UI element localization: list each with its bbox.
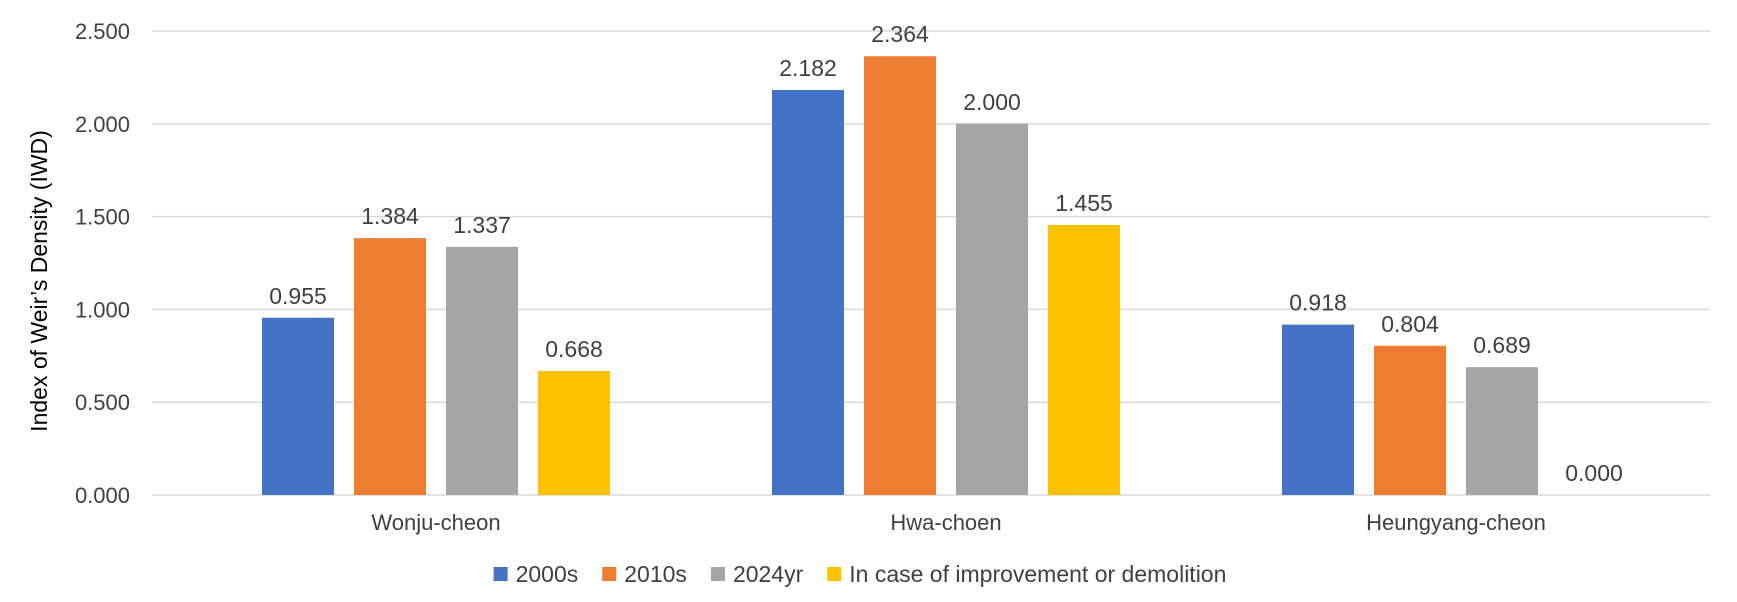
bar-in-case-of-improvement-or-demolition-hwa-choen xyxy=(1048,224,1120,495)
data-labels: 0.955 1.384 1.337 0.668 2.182 2.364 2.000 1.455… xyxy=(269,21,1623,486)
legend-label: 2000s xyxy=(516,561,579,587)
y-tick-label: 0.500 xyxy=(75,390,130,415)
data-label: 0.804 xyxy=(1381,311,1439,337)
x-category-label: Hwa-choen xyxy=(890,510,1001,535)
bar-2010s-hwa-choen xyxy=(864,56,936,495)
legend-label: In case of improvement or demolition xyxy=(849,561,1226,587)
bar-in-case-of-improvement-or-demolition-wonju-cheon xyxy=(538,371,610,495)
data-label: 0.668 xyxy=(545,336,603,362)
bar-2024yr-wonju-cheon xyxy=(446,246,518,495)
legend-item-2000s: 2000s xyxy=(493,561,579,587)
bar-2010s-wonju-cheon xyxy=(354,238,426,496)
data-label: 2.000 xyxy=(963,89,1021,115)
legend-item-2010s: 2010s xyxy=(602,561,687,587)
legend-swatch xyxy=(710,567,725,581)
y-tick-label: 2.500 xyxy=(75,19,130,44)
x-category-label: Wonju-cheon xyxy=(371,510,500,535)
bar-2024yr-heungyang-cheon xyxy=(1466,367,1538,495)
y-tick-label: 2.000 xyxy=(75,112,130,137)
legend-label: 2024yr xyxy=(733,561,804,587)
data-label: 1.384 xyxy=(361,203,419,229)
data-label: 0.955 xyxy=(269,283,327,309)
x-axis-categories: Wonju-cheon Hwa-choen Heungyang-cheon xyxy=(371,510,1546,535)
data-label: 0.000 xyxy=(1565,460,1623,486)
data-label: 0.689 xyxy=(1473,332,1531,358)
legend-item-in-case-of-improvement-or-demolition: In case of improvement or demolition xyxy=(827,561,1226,587)
bar-2000s-hwa-choen xyxy=(772,90,844,495)
bar-2000s-heungyang-cheon xyxy=(1282,324,1354,495)
y-tick-label: 1.000 xyxy=(75,297,130,322)
legend-label: 2010s xyxy=(624,561,687,587)
data-label: 0.918 xyxy=(1289,290,1347,316)
y-tick-label: 1.500 xyxy=(75,205,130,230)
legend-swatch xyxy=(602,567,617,581)
bar-2000s-wonju-cheon xyxy=(262,317,334,495)
bars xyxy=(262,56,1538,496)
bar-2010s-heungyang-cheon xyxy=(1374,345,1446,495)
y-tick-label: 0.000 xyxy=(75,483,130,508)
y-axis-title: Index of Weir’s Density (IWD) xyxy=(26,130,52,432)
data-label: 1.337 xyxy=(453,212,511,238)
y-axis-ticks: 0.000 0.500 1.000 1.500 2.000 2.500 xyxy=(75,19,130,508)
bar-2024yr-hwa-choen xyxy=(956,123,1028,496)
legend-swatch xyxy=(493,567,508,581)
data-label: 1.455 xyxy=(1055,190,1113,216)
x-category-label: Heungyang-cheon xyxy=(1366,510,1546,535)
legend-swatch xyxy=(827,567,842,581)
data-label: 2.364 xyxy=(871,21,929,47)
legend: 2000s 2010s 2024yr In case of improvement o… xyxy=(493,561,1226,587)
legend-item-2024yr: 2024yr xyxy=(710,561,804,587)
data-label: 2.182 xyxy=(779,55,837,81)
